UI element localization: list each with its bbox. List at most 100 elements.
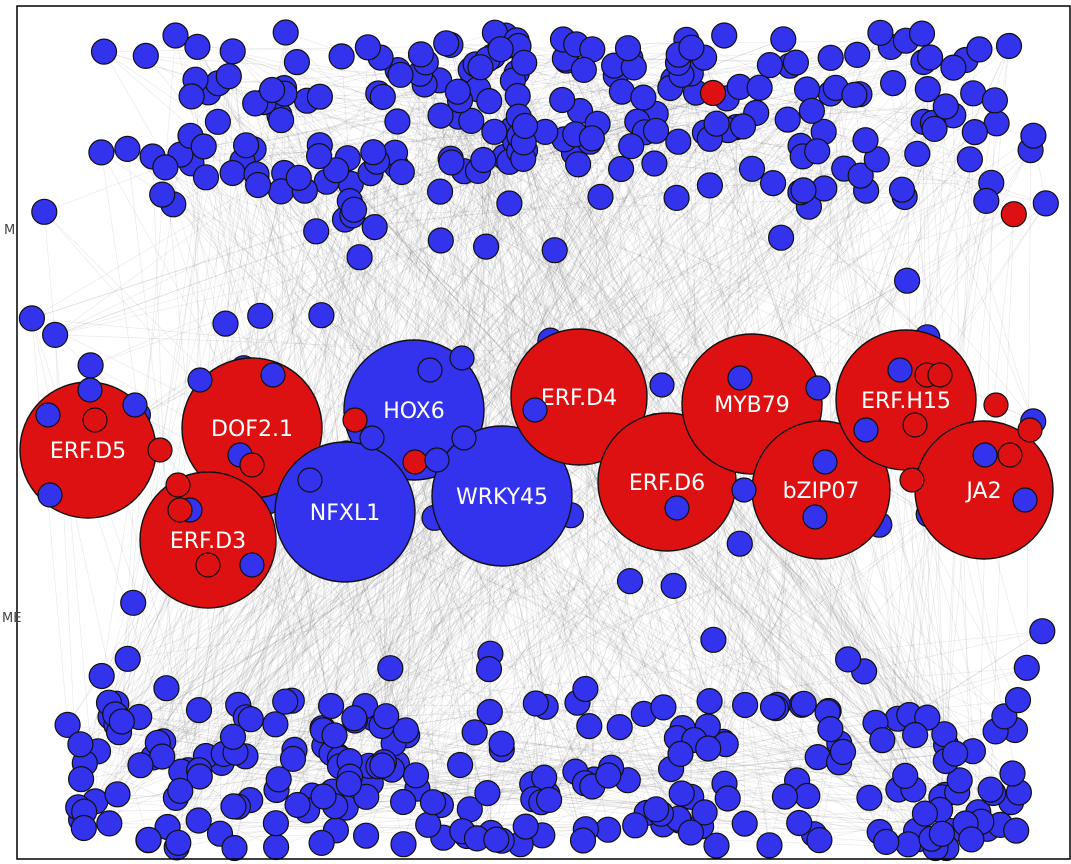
blue-small-node [511,112,539,140]
edge [31,318,68,725]
blue-small-node [108,708,135,735]
red-small-node [1000,201,1027,228]
blue-small-node [162,22,189,49]
blue-small-node [595,762,622,789]
blue-small-node [35,402,61,428]
blue-small-node [340,196,368,223]
edge [118,495,503,733]
hub-node: ERF.D3 [139,471,277,609]
blue-small-node [869,726,896,754]
blue-small-node [88,139,115,166]
edge [607,476,767,776]
blue-small-node [893,267,921,294]
blue-small-node [606,713,633,741]
blue-small-node [668,780,695,807]
blue-small-node [696,687,723,715]
edge [378,585,674,767]
blue-small-node [149,181,176,208]
blue-small-node [359,425,385,451]
blue-small-node [643,796,670,823]
edge [777,704,1012,803]
blue-small-node [77,352,104,379]
blue-small-node [731,477,757,503]
blue-small-node [265,766,292,793]
blue-small-node [67,765,95,793]
blue-small-node [184,33,211,60]
blue-small-node [817,44,844,71]
blue-small-node [260,362,286,388]
edge [364,67,635,707]
edge [577,164,595,780]
blue-small-node [607,155,635,183]
blue-small-node [852,127,879,154]
blue-small-node [782,49,810,76]
edge [291,92,697,701]
edge [501,585,674,744]
edge [138,32,881,718]
edge [319,61,924,157]
blue-small-node [31,198,58,225]
edge [533,750,973,800]
blue-small-node [535,786,563,814]
hub-label: MYB79 [714,393,790,418]
blue-small-node [663,184,690,211]
edge [101,152,200,821]
blue-small-node [212,310,239,337]
blue-small-node [887,357,913,383]
edge [545,706,612,768]
edge [374,40,517,228]
blue-small-node [390,831,417,858]
edge [413,93,831,411]
edge [346,453,829,712]
blue-small-node [424,447,450,473]
blue-small-node [1029,618,1056,645]
cut-label: ME [2,611,21,626]
blue-small-node [594,816,622,843]
blue-small-node [572,675,599,703]
blue-small-node [427,227,454,254]
hub-label: bZIP07 [783,479,860,504]
blue-small-node [958,826,985,853]
edge [816,151,1034,422]
blue-small-node [310,783,337,810]
blue-small-node [419,789,447,816]
blue-small-node [794,782,821,810]
blue-small-node [67,731,94,758]
red-small-node [165,472,191,498]
edge [459,513,929,766]
blue-small-node [892,762,919,790]
hub-circle [510,328,648,466]
edge [349,191,441,202]
blue-small-node [369,752,396,779]
blue-small-node [1013,654,1040,681]
edge [488,158,524,670]
edge [575,44,778,706]
blue-small-node [914,75,941,103]
hub-label: ERF.D6 [629,471,705,496]
blue-small-node [476,698,503,726]
edge [198,65,791,711]
hub-node: NFXL1 [274,441,416,583]
blue-small-node [438,149,465,176]
edge [253,135,520,150]
hub-label: ERF.D3 [170,529,246,554]
blue-small-node [54,711,81,739]
hub-label: ERF.D5 [50,439,126,464]
blue-small-node [447,751,474,779]
blue-small-node [90,38,118,65]
blue-small-node [714,785,741,812]
edge [245,630,1043,718]
blue-small-node [569,827,597,854]
blue-small-node [726,530,753,557]
blue-small-node [576,712,603,740]
blue-small-node [384,108,411,135]
blue-small-node [215,63,242,90]
blue-small-node [361,214,388,241]
edge [292,340,551,760]
blue-small-node [135,826,162,854]
edge [312,630,1043,796]
blue-small-node [354,34,381,61]
blue-small-node [306,83,333,110]
blue-small-node [475,655,503,683]
blue-small-node [806,826,833,854]
